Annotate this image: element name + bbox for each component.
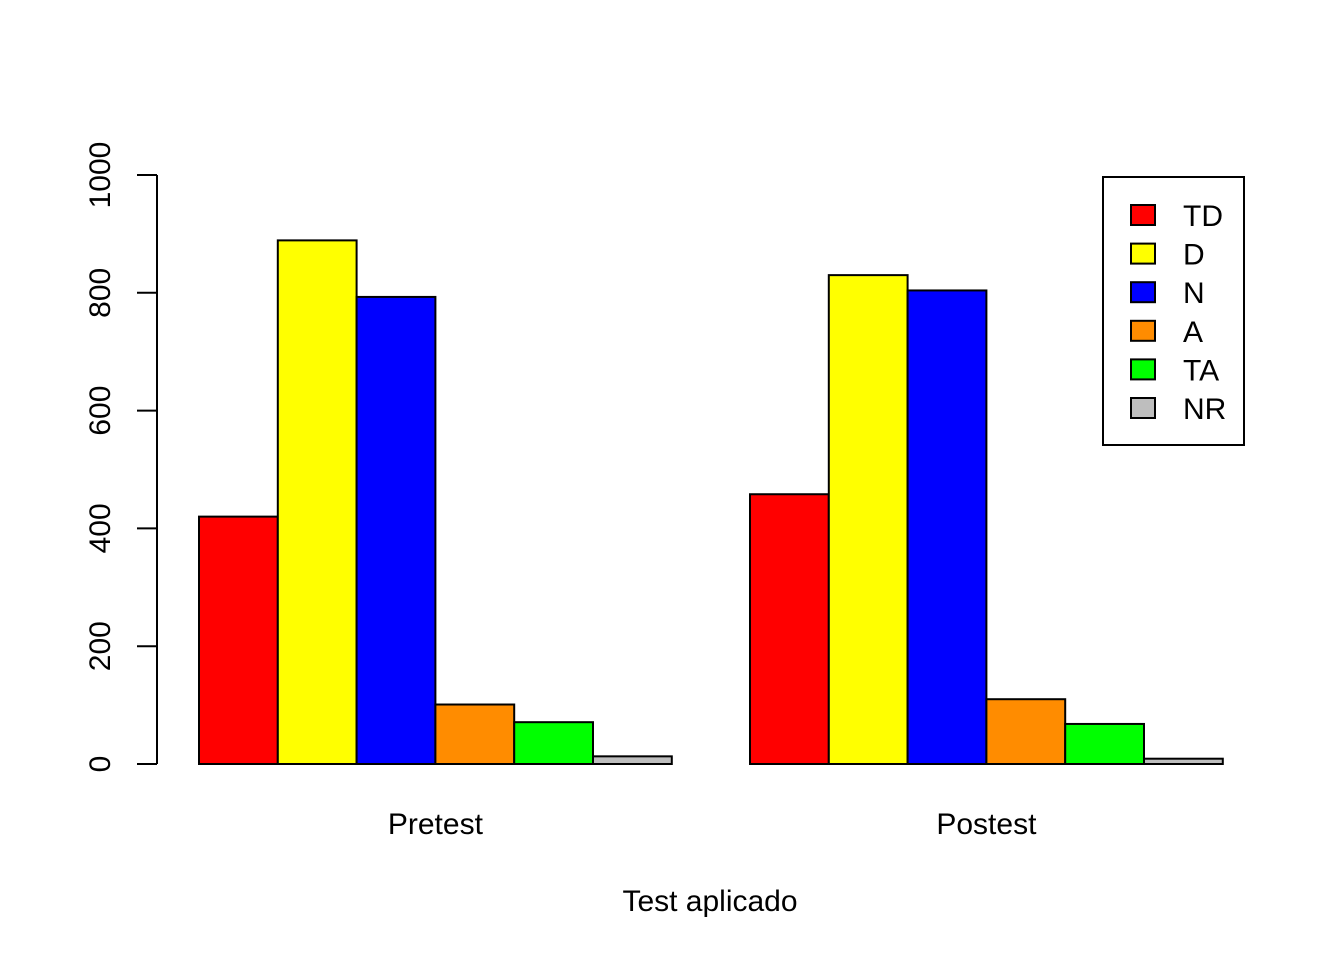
x-axis-labels: Pretest Postest (388, 808, 1037, 841)
legend-swatch-n (1130, 281, 1156, 304)
bar-td-postest (749, 493, 830, 765)
bar-ta-pretest (513, 721, 595, 766)
legend-swatch-d (1130, 242, 1156, 265)
bar-n-postest (906, 289, 988, 765)
x-category-label: Pretest (388, 808, 484, 841)
legend-label-ta: TA (1183, 354, 1219, 387)
legend-swatch-a (1130, 319, 1156, 342)
y-tick-label: 0 (84, 756, 117, 773)
bar-nr-pretest (592, 755, 673, 766)
bar-a-postest (985, 698, 1067, 766)
legend-label-td: TD (1183, 200, 1223, 233)
legend-swatch-ta (1130, 358, 1156, 381)
x-axis-label: Test aplicado (622, 885, 797, 918)
legend-label-d: D (1183, 239, 1205, 272)
legend: TD DNA TA NR (1102, 176, 1245, 446)
bar-d-postest (827, 274, 909, 765)
y-tick-label: 1000 (84, 142, 117, 209)
y-tick-label: 600 (84, 386, 117, 436)
y-tick-label: 200 (84, 621, 117, 671)
legend-label-a: A (1183, 316, 1203, 349)
bar-d-pretest (276, 239, 358, 765)
legend-label-n: N (1183, 277, 1205, 310)
legend-swatch-nr (1130, 397, 1156, 419)
legend-box (1102, 176, 1245, 446)
legend-label-nr: NR (1183, 393, 1226, 426)
bar-a-pretest (434, 703, 516, 765)
bar-nr-postest (1143, 757, 1224, 765)
x-category-label: Postest (936, 808, 1037, 841)
y-tick-label: 800 (84, 268, 117, 318)
y-axis: 0 200 400 600 800 1000 (84, 142, 158, 773)
bar-td-pretest (198, 515, 279, 765)
bar-n-pretest (355, 295, 437, 765)
legend-swatch-td (1130, 204, 1156, 226)
bars (198, 239, 1224, 766)
bar-ta-postest (1064, 722, 1145, 765)
y-tick-label: 400 (84, 503, 117, 553)
